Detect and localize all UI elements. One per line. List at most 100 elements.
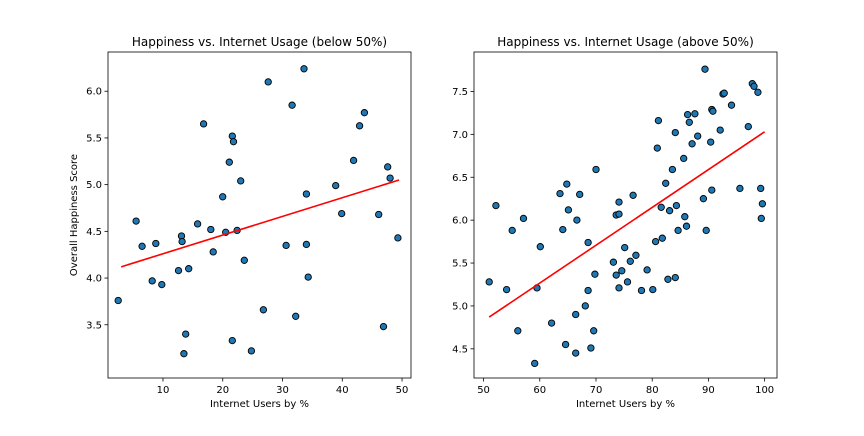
scatter-point: [671, 273, 679, 282]
y-tick-label: 5.5: [452, 259, 468, 270]
scatter-point: [621, 243, 629, 252]
scatter-point: [332, 181, 340, 190]
chart-above-50: Happiness vs. Internet Usage (above 50%)…: [452, 35, 778, 410]
scatter-point: [691, 110, 699, 118]
scatter-point: [394, 234, 402, 242]
scatter-point: [701, 65, 709, 73]
scatter-point: [688, 140, 696, 148]
scatter-point: [207, 225, 215, 234]
scatter-point: [671, 128, 679, 137]
scatter-point: [694, 132, 702, 140]
x-tick-label: 50: [396, 385, 409, 396]
scatter-point: [623, 278, 632, 286]
scatter-point: [502, 285, 511, 294]
scatter-point: [288, 101, 296, 109]
scatter-point: [674, 226, 682, 235]
chart-marks: [485, 65, 767, 368]
scatter-point: [708, 186, 716, 194]
scatter-point: [379, 322, 388, 331]
x-axis: 10 20 30 40 50: [157, 378, 409, 396]
scatter-point: [114, 296, 122, 305]
scatter-point: [302, 190, 311, 198]
y-tick-label: 4.5: [452, 344, 468, 355]
y-axis: 3.5 4.0 4.5 5.0 5.5 6.0: [86, 87, 108, 331]
scatter-point: [637, 286, 646, 295]
scatter-point: [514, 327, 522, 335]
scatter-point: [386, 174, 394, 182]
scatter-point: [615, 284, 623, 292]
scatter-point: [338, 209, 346, 218]
scatter-point: [592, 165, 600, 174]
scatter-point: [716, 126, 724, 134]
scatter-point: [158, 280, 166, 289]
y-tick-label: 6.0: [86, 87, 102, 98]
scatter-point: [754, 88, 762, 96]
scatter-point: [587, 344, 595, 352]
scatter-point: [672, 201, 681, 210]
x-tick-label: 70: [590, 385, 603, 396]
scatter-point: [680, 154, 688, 163]
scatter-point: [199, 120, 208, 128]
scatter-point: [643, 266, 651, 274]
scatter-point: [519, 214, 528, 223]
x-tick-label: 100: [755, 385, 774, 396]
chart-marks: [114, 65, 402, 358]
scatter-point: [720, 89, 728, 97]
scatter-point: [225, 158, 233, 166]
scatter-point: [668, 165, 677, 174]
plot-frame: [107, 51, 412, 379]
y-tick-label: 7.5: [452, 87, 468, 98]
scatter-point: [264, 78, 272, 86]
scatter-point: [178, 237, 186, 246]
y-tick-label: 6.0: [452, 216, 468, 227]
scatter-point: [572, 310, 580, 319]
scatter-point: [547, 319, 556, 327]
y-axis-label: Overall Happiness Score: [69, 154, 80, 276]
scatter-point: [654, 116, 663, 125]
scatter-point: [563, 180, 571, 188]
y-tick-label: 3.5: [86, 320, 102, 331]
scatter-point: [384, 163, 392, 171]
scatter-point: [682, 222, 691, 230]
scatter-point: [662, 179, 670, 187]
scatter-point: [651, 237, 660, 246]
scatter-point: [629, 191, 637, 199]
scatter-point: [209, 248, 217, 256]
scatter-point: [727, 101, 736, 109]
scatter-point: [564, 206, 573, 214]
scatter-point: [531, 359, 539, 368]
scatter-point: [259, 306, 268, 314]
scatter-point: [615, 210, 623, 218]
scatter-point: [685, 118, 693, 126]
scatter-point: [736, 184, 744, 193]
scatter-point: [750, 82, 758, 90]
chart-title: Happiness vs. Internet Usage (above 50%): [497, 35, 754, 49]
scatter-point: [152, 239, 160, 248]
scatter-point: [247, 347, 256, 355]
scatter-point: [148, 277, 156, 285]
scatter-point: [556, 189, 564, 198]
scatter-point: [485, 278, 493, 286]
scatter-point: [709, 107, 717, 115]
scatter-point: [282, 241, 290, 250]
scatter-point: [292, 312, 300, 320]
x-axis: 50 60 70 80 90 100: [477, 378, 774, 396]
scatter-point: [665, 207, 674, 215]
scatter-point: [572, 349, 580, 357]
scatter-point: [683, 110, 692, 119]
scatter-point: [492, 201, 500, 210]
scatter-point: [375, 210, 383, 219]
scatter-point: [707, 138, 715, 146]
chart-title: Happiness vs. Internet Usage (below 50%): [132, 35, 387, 49]
scatter-point: [229, 138, 238, 146]
scatter-point: [581, 302, 589, 310]
scatter-point: [744, 122, 752, 131]
x-tick-label: 10: [157, 385, 170, 396]
scatter-point: [757, 184, 765, 193]
scatter-point: [360, 109, 369, 117]
scatter-point: [626, 257, 634, 265]
y-axis: 4.5 5.0 5.5 6.0 6.5 7.0 7.5: [452, 87, 474, 355]
scatter-point: [304, 273, 312, 281]
scatter-point: [758, 200, 767, 208]
scatter-point: [658, 234, 666, 242]
